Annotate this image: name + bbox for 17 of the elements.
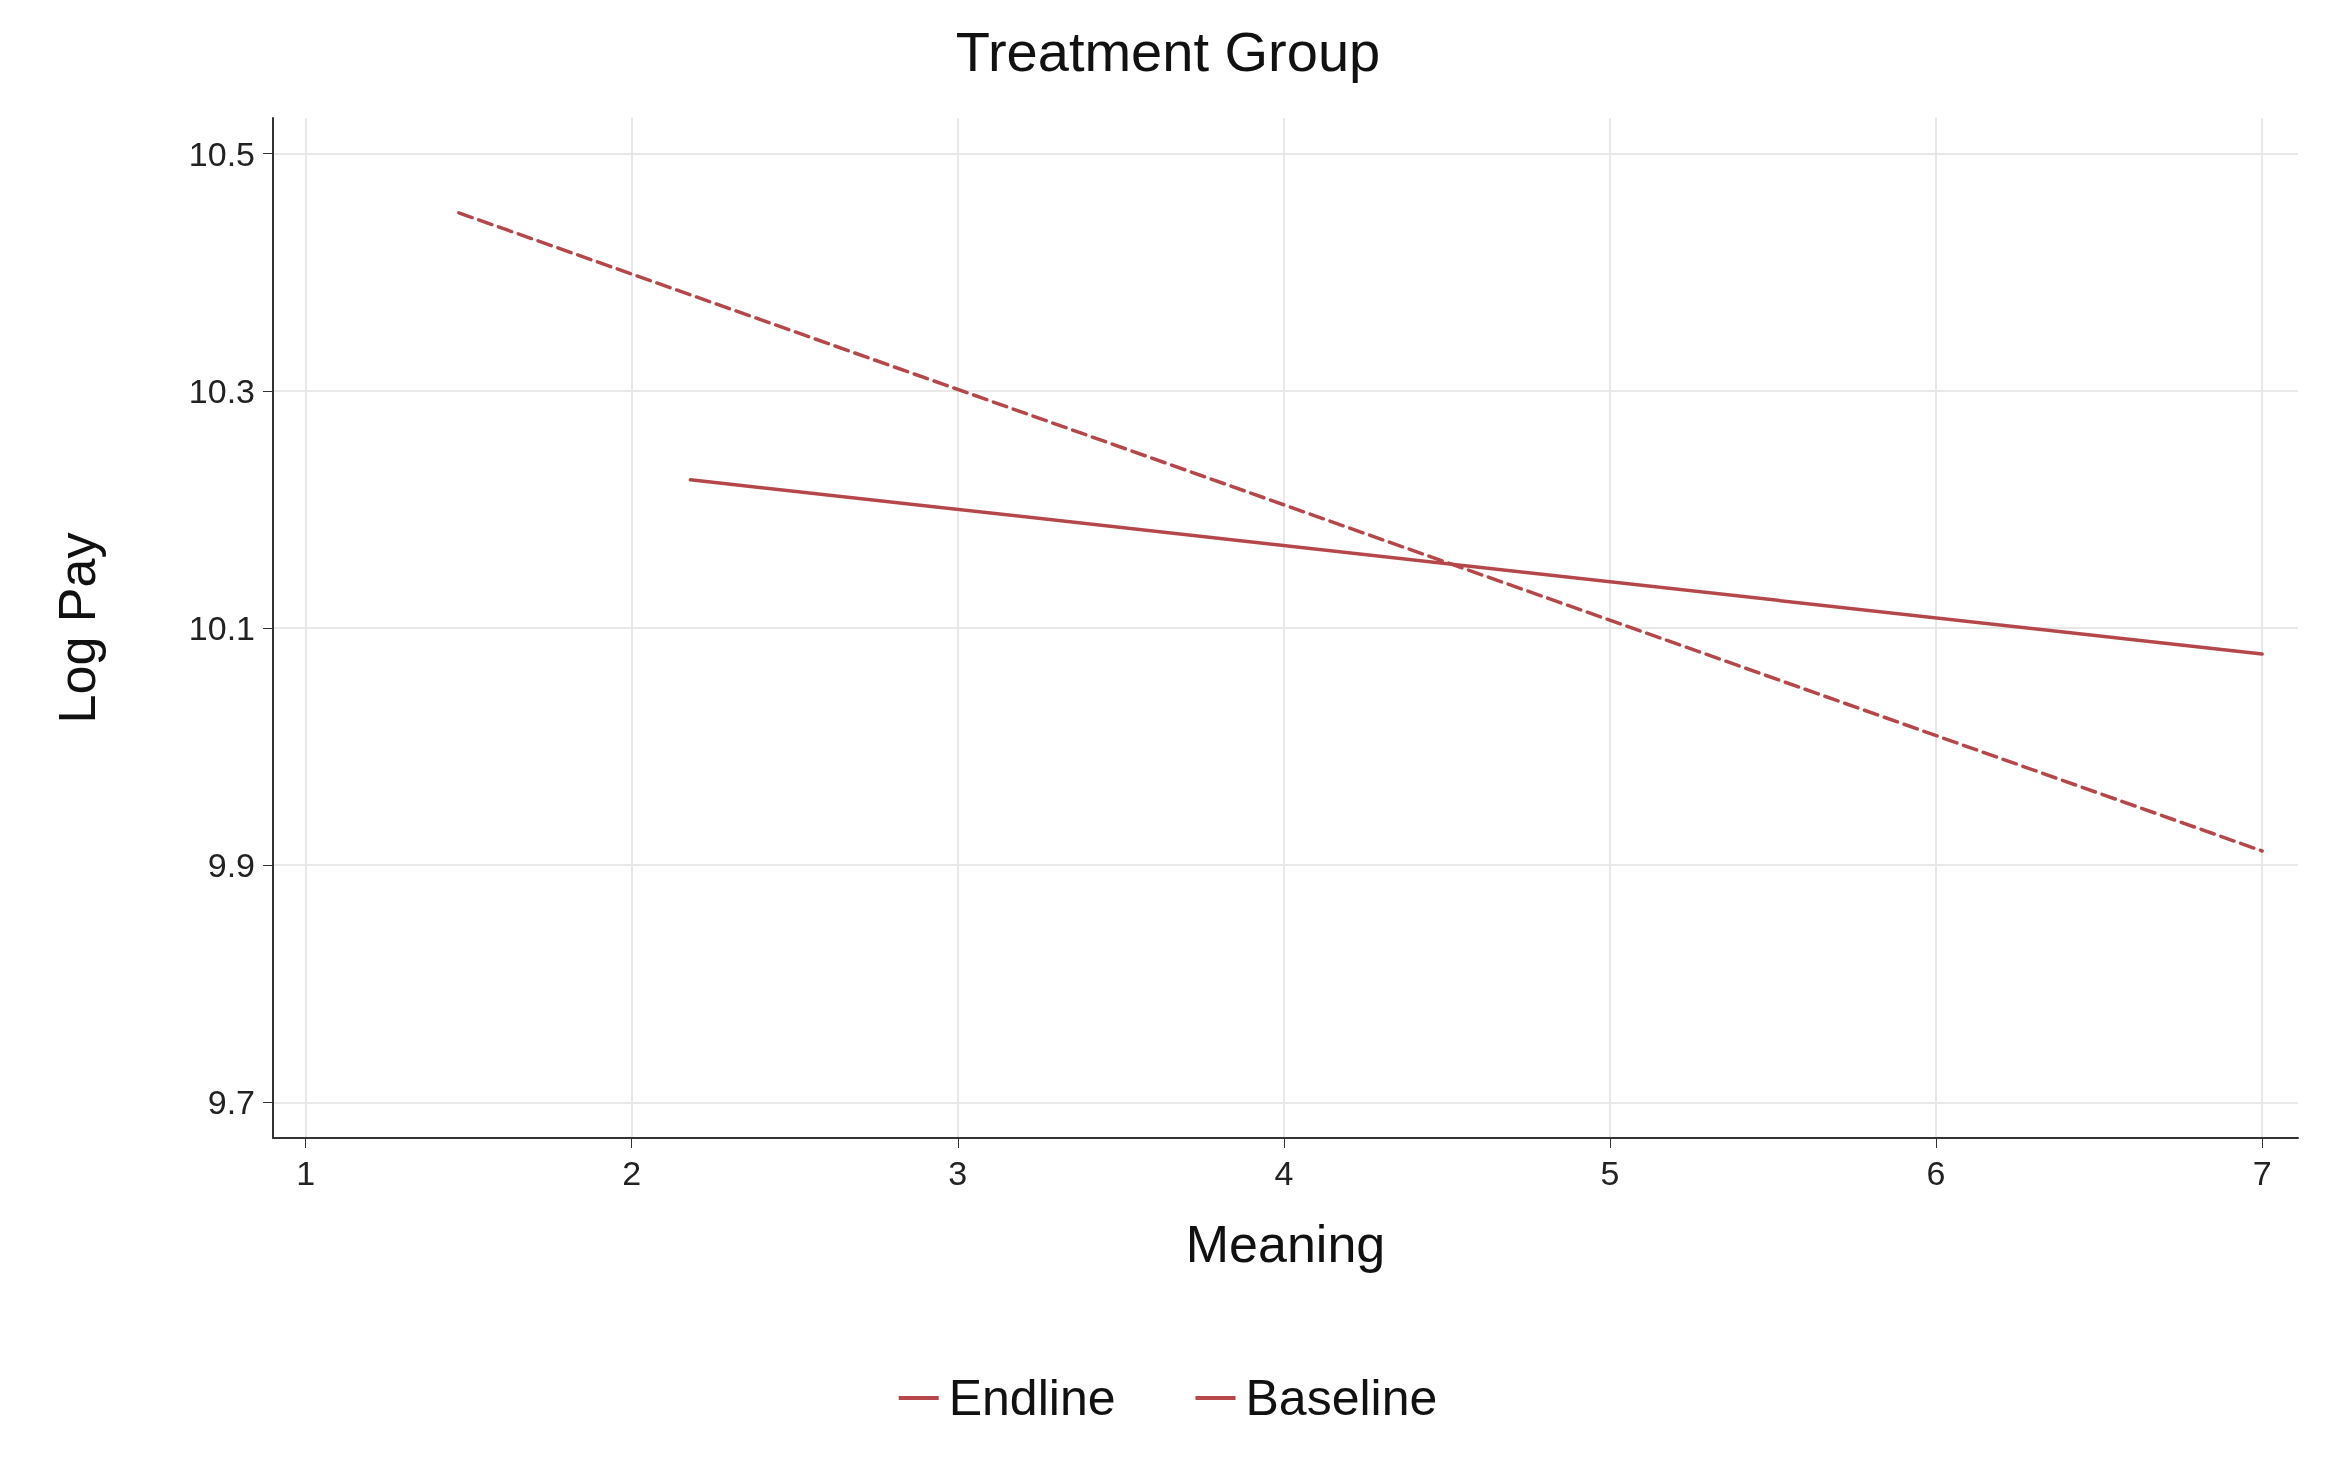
legend-label: Endline [948, 1370, 1116, 1426]
y-axis-title: Log Pay [48, 532, 106, 724]
y-tick-label: 10.5 [188, 134, 255, 173]
y-tick-label: 10.3 [188, 371, 255, 410]
x-tick-label: 4 [1274, 1154, 1294, 1192]
x-axis-title: Meaning [1185, 1215, 1386, 1273]
y-tick-label: 10.1 [188, 609, 255, 647]
chart-title: Treatment Group [955, 19, 1381, 83]
y-tick-label: 9.9 [207, 846, 255, 885]
x-tick-label: 1 [296, 1154, 316, 1192]
x-tick-label: 2 [622, 1154, 642, 1192]
x-tick-label: 5 [1600, 1154, 1620, 1192]
x-tick-label: 6 [1926, 1154, 1946, 1192]
x-tick-label: 7 [2252, 1154, 2272, 1192]
legend-label: Baseline [1245, 1370, 1438, 1426]
x-tick-label: 3 [948, 1154, 968, 1192]
y-tick-label: 9.7 [207, 1083, 255, 1122]
